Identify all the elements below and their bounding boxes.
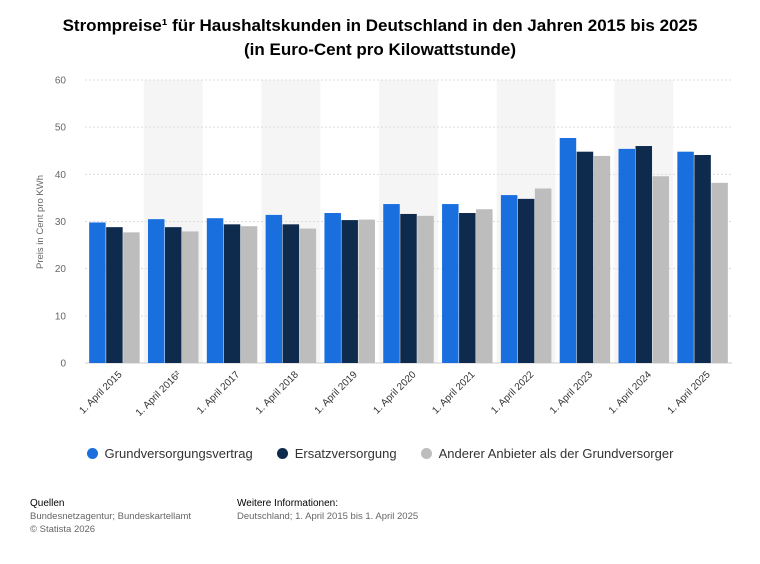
bar[interactable] — [223, 224, 241, 363]
x-tick-label: 1. April 2022 — [489, 369, 536, 416]
info-heading: Weitere Informationen: — [237, 498, 338, 509]
bar[interactable] — [123, 232, 140, 363]
bar[interactable] — [341, 220, 358, 363]
legend-item-ersatzversorgung[interactable]: Ersatzversorgung — [276, 446, 397, 461]
legend-item-grundversorgung[interactable]: Grundversorgungsvertrag — [86, 446, 253, 461]
sources-heading: Quellen — [30, 498, 65, 509]
y-tick-label: 60 — [55, 76, 67, 87]
bar[interactable] — [694, 154, 711, 363]
bar-chart: 0 10 20 30 40 50 60 Preis in Cent pro KWh 1. A… — [35, 76, 732, 419]
bar[interactable] — [534, 188, 552, 363]
bar[interactable] — [106, 227, 123, 363]
bar[interactable] — [89, 222, 106, 363]
bar[interactable] — [181, 231, 199, 363]
y-tick-label: 10 — [55, 311, 67, 322]
chart-title-line2: (in Euro-Cent pro Kilowattstunde) — [244, 40, 516, 59]
chart-title-line1: Strompreise¹ für Haushaltskunden in Deut… — [62, 16, 698, 35]
bar[interactable] — [500, 195, 518, 363]
bar[interactable] — [559, 138, 577, 363]
y-tick-label: 50 — [55, 123, 67, 134]
bar[interactable] — [164, 227, 182, 363]
bar[interactable] — [417, 215, 434, 363]
x-tick-label: 1. April 2015 — [77, 369, 124, 416]
y-tick-label: 0 — [60, 359, 66, 370]
x-axis-ticks: 1. April 2015 1. April 2016² 1. April 2017… — [77, 369, 713, 419]
bar[interactable] — [358, 219, 375, 363]
legend-label-ersatzversorgung: Ersatzversorgung — [294, 446, 397, 461]
legend: Grundversorgungsvertrag Ersatzversorgung… — [0, 446, 760, 461]
footer-sources: Quellen Bundesnetzagentur; Bundeskartell… — [30, 497, 191, 536]
x-tick-label: 1. April 2023 — [548, 369, 595, 416]
x-tick-label: 1. April 2025 — [666, 369, 713, 416]
bar[interactable] — [711, 182, 728, 363]
bar[interactable] — [299, 228, 317, 363]
legend-marker-grundversorgung — [86, 448, 98, 459]
bar[interactable] — [442, 204, 459, 363]
bar[interactable] — [517, 198, 535, 363]
info-text: Deutschland; 1. April 2015 bis 1. April … — [237, 511, 419, 522]
x-tick-label: 1. April 2018 — [254, 369, 301, 416]
bar[interactable] — [147, 219, 165, 363]
bar[interactable] — [240, 226, 258, 363]
bar[interactable] — [400, 213, 417, 363]
bar[interactable] — [324, 213, 341, 363]
bar[interactable] — [677, 151, 694, 363]
legend-item-anderer-anbieter[interactable]: Anderer Anbieter als der Grundversorger — [420, 446, 674, 461]
footer-info: Weitere Informationen: Deutschland; 1. A… — [237, 497, 418, 523]
legend-label-grundversorgung: Grundversorgungsvertrag — [104, 446, 253, 461]
chart-title: Strompreise¹ für Haushaltskunden in Deut… — [40, 14, 720, 62]
bar[interactable] — [459, 213, 476, 363]
x-tick-label: 1. April 2021 — [430, 369, 477, 416]
x-tick-label: 1. April 2019 — [313, 369, 360, 416]
x-tick-label: 1. April 2020 — [372, 369, 419, 416]
legend-label-anderer-anbieter: Anderer Anbieter als der Grundversorger — [438, 446, 674, 461]
x-tick-label: 1. April 2017 — [195, 369, 242, 416]
bar[interactable] — [635, 146, 653, 363]
legend-marker-anderer-anbieter — [420, 448, 432, 459]
bar[interactable] — [652, 176, 670, 363]
legend-marker-ersatzversorgung — [276, 448, 288, 459]
y-tick-label: 40 — [55, 170, 67, 181]
bars — [89, 138, 728, 363]
y-axis-ticks: 0 10 20 30 40 50 60 — [55, 76, 67, 370]
copyright-text: © Statista 2026 — [30, 524, 96, 535]
bar[interactable] — [206, 218, 224, 363]
bar[interactable] — [383, 204, 400, 363]
y-tick-label: 20 — [55, 264, 67, 275]
y-tick-label: 30 — [55, 217, 67, 228]
bar[interactable] — [265, 214, 283, 363]
bar[interactable] — [593, 155, 611, 363]
bar[interactable] — [282, 224, 300, 363]
x-tick-label: 1. April 2024 — [607, 369, 654, 416]
sources-text: Bundesnetzagentur; Bundeskartellamt — [30, 511, 192, 522]
bar[interactable] — [476, 209, 493, 363]
x-tick-label: 1. April 2016² — [134, 369, 184, 419]
bar[interactable] — [618, 148, 636, 363]
y-axis-label: Preis in Cent pro KWh — [35, 175, 46, 269]
bar[interactable] — [576, 151, 594, 363]
